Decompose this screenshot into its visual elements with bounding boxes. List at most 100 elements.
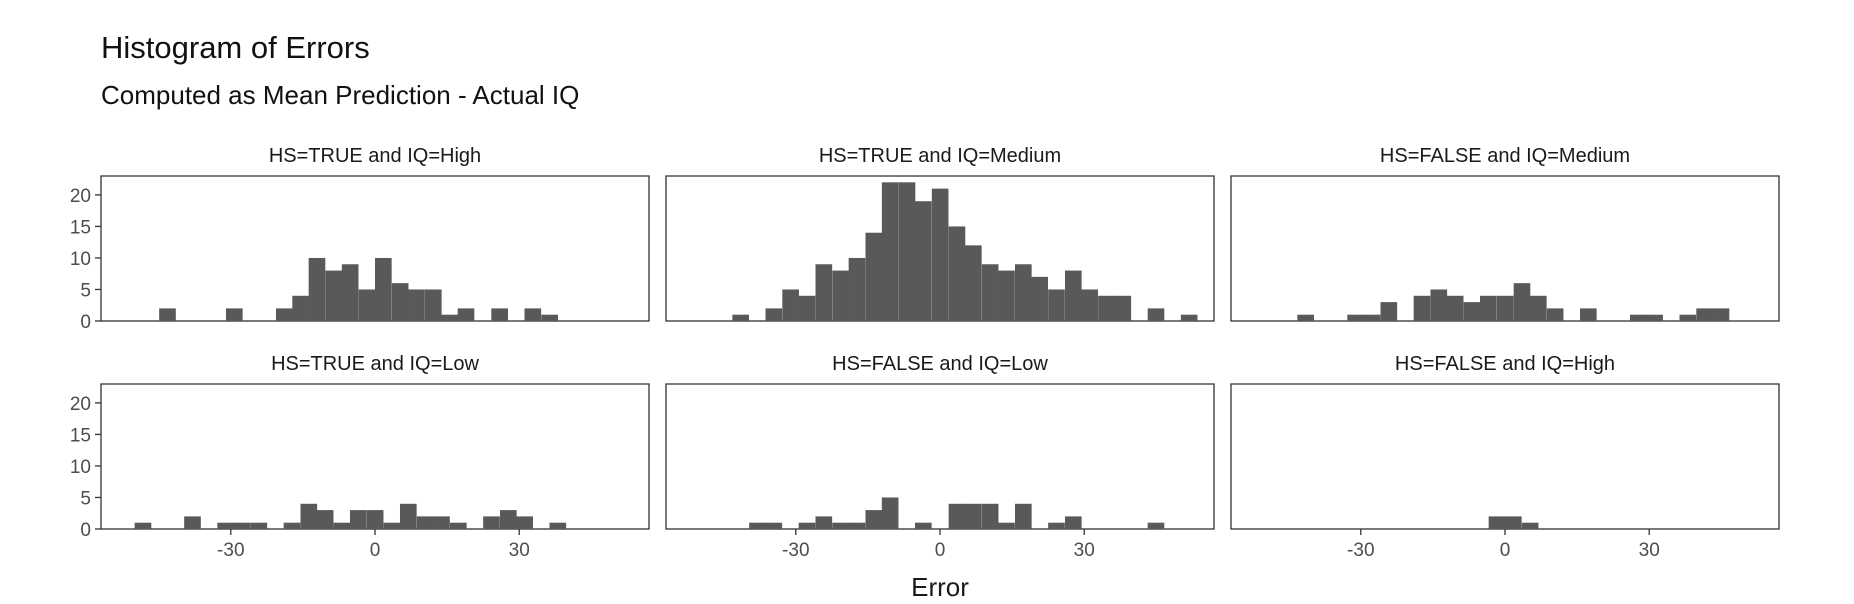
histogram-bar <box>998 270 1015 321</box>
facet-panel: HS=TRUE and IQ=Medium <box>665 145 1215 322</box>
histogram-bar <box>424 289 442 321</box>
histogram-bar <box>815 516 833 529</box>
facet-strip-label: HS=FALSE and IQ=Low <box>832 353 1048 375</box>
y-tick-label: 15 <box>70 425 91 446</box>
histogram-bar <box>865 232 883 321</box>
histogram-bar <box>159 308 176 321</box>
histogram-bar <box>1031 276 1048 321</box>
facet-panel: HS=FALSE and IQ=Medium <box>1230 145 1780 322</box>
histogram-bar <box>457 308 475 321</box>
facet-strip-label: HS=TRUE and IQ=Low <box>271 353 479 375</box>
histogram-bar <box>134 522 152 529</box>
x-axis-label: Error <box>911 572 969 602</box>
histogram-bar <box>749 522 766 529</box>
histogram-bar <box>798 295 816 321</box>
facet-panel: HS=TRUE and IQ=High 0 5 10 15 20 <box>70 145 650 333</box>
facet-strip-label: HS=FALSE and IQ=High <box>1395 353 1615 375</box>
histogram-bar <box>1579 308 1597 321</box>
histogram-bar <box>1463 302 1481 321</box>
facet-panel: HS=TRUE and IQ=Low 0 5 10 15 20 -30 0 30 <box>70 353 650 561</box>
histogram-bar <box>1363 314 1381 321</box>
histogram-bar <box>391 283 409 321</box>
histogram-bar <box>491 308 508 321</box>
histogram-bar <box>848 522 866 529</box>
histogram-bar <box>1347 314 1364 321</box>
histogram-bar <box>948 226 966 321</box>
x-tick-label: 0 <box>935 540 946 561</box>
histogram-bar <box>1529 295 1547 321</box>
histogram-bar <box>366 510 384 529</box>
histogram-bar <box>1679 314 1697 321</box>
histogram-bar <box>1712 308 1730 321</box>
y-tick-label: 20 <box>70 186 91 207</box>
histogram-bar <box>333 522 351 529</box>
histogram-bar <box>1480 295 1497 321</box>
histogram-bar <box>915 522 932 529</box>
histogram-bar <box>250 522 268 529</box>
histogram-bar <box>815 264 833 321</box>
histogram-bar <box>1098 295 1115 321</box>
histogram-bar <box>416 516 434 529</box>
histogram-bar <box>300 503 318 529</box>
histogram-bar <box>981 503 999 529</box>
histogram-bar <box>1114 295 1132 321</box>
histogram-bar <box>499 510 517 529</box>
histogram-bar <box>449 522 467 529</box>
histogram-bar <box>1413 295 1431 321</box>
histogram-bar <box>399 503 417 529</box>
y-tick-label: 0 <box>80 520 91 541</box>
histogram-bar <box>981 264 999 321</box>
histogram-bar <box>292 295 309 321</box>
histogram-bar <box>798 522 816 529</box>
histogram-bar <box>1505 516 1522 529</box>
facet-strip-label: HS=FALSE and IQ=Medium <box>1380 145 1630 167</box>
histogram-bar <box>1496 295 1514 321</box>
y-tick-label: 5 <box>80 280 91 301</box>
y-tick-label: 20 <box>70 394 91 415</box>
histogram-bar <box>765 308 783 321</box>
chart-subtitle: Computed as Mean Prediction - Actual IQ <box>101 80 580 110</box>
histogram-bar <box>1646 314 1663 321</box>
histogram-bar <box>881 182 899 321</box>
histogram-bar <box>1064 516 1082 529</box>
histogram-bar <box>964 503 982 529</box>
histogram-bar <box>483 516 500 529</box>
histogram-bar <box>350 510 367 529</box>
histogram-bar <box>217 522 234 529</box>
x-tick-label: 30 <box>1639 540 1660 561</box>
histogram-bar <box>1629 314 1647 321</box>
histogram-bar <box>1488 516 1506 529</box>
facet-panel: HS=FALSE and IQ=Low -30 0 30 <box>665 353 1215 561</box>
x-tick-label: 30 <box>1074 540 1095 561</box>
y-tick-label: 10 <box>70 457 91 478</box>
histogram-bar <box>1064 270 1082 321</box>
histogram-bar <box>375 257 392 321</box>
histogram-bar <box>283 522 301 529</box>
histogram-bar <box>549 522 567 529</box>
x-tick-label: -30 <box>782 540 809 561</box>
x-tick-label: -30 <box>1347 540 1374 561</box>
histogram-bar <box>782 289 799 321</box>
histogram-bar <box>408 289 425 321</box>
histogram-bar <box>358 289 376 321</box>
histogram-bar <box>948 503 966 529</box>
y-tick-label: 0 <box>80 312 91 333</box>
histogram-bar <box>1297 314 1314 321</box>
histogram-bar <box>848 257 866 321</box>
histogram-bar <box>832 270 849 321</box>
histogram-bar <box>441 314 458 321</box>
histogram-bar <box>931 188 949 321</box>
histogram-bar <box>1180 314 1198 321</box>
histogram-bar <box>1014 264 1032 321</box>
x-tick-label: -30 <box>217 540 244 561</box>
x-tick-label: 0 <box>370 540 381 561</box>
histogram-bar <box>1014 503 1032 529</box>
histogram-bar <box>964 245 982 321</box>
histogram-bar <box>1546 308 1564 321</box>
histogram-bar <box>184 516 201 529</box>
histogram-bar <box>881 497 899 529</box>
histogram-bar <box>524 308 542 321</box>
histogram-bar <box>1696 308 1713 321</box>
